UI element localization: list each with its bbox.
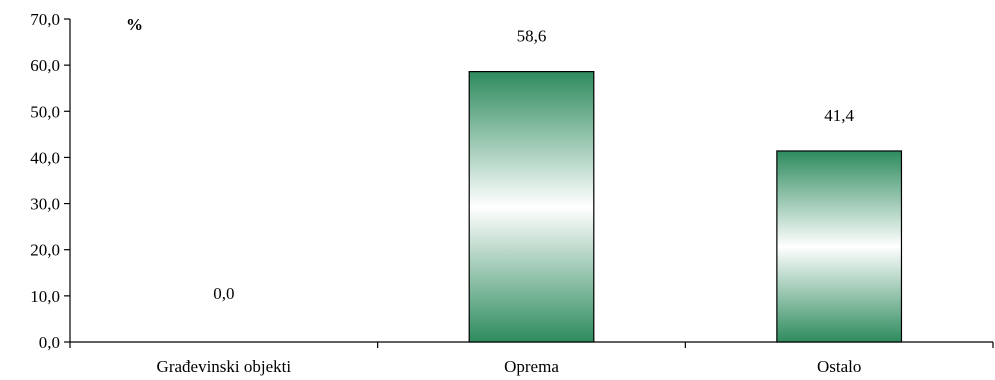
data-label: 41,4 bbox=[824, 106, 854, 125]
y-tick-label: 20,0 bbox=[30, 241, 60, 260]
unit-label: % bbox=[126, 15, 143, 34]
y-tick-label: 10,0 bbox=[30, 287, 60, 306]
y-tick-label: 0,0 bbox=[39, 333, 60, 352]
y-axis: 0,0 10,0 20,0 30,0 40,0 50,0 60,0 70,0 bbox=[30, 10, 71, 352]
data-labels: 0,0 58,6 41,4 bbox=[213, 27, 854, 303]
category-label: Oprema bbox=[504, 357, 559, 376]
y-tick-label: 70,0 bbox=[30, 10, 60, 29]
category-label: Ostalo bbox=[817, 357, 861, 376]
y-tick-label: 50,0 bbox=[30, 102, 60, 121]
category-label: Građevinski objekti bbox=[157, 357, 292, 376]
data-label: 0,0 bbox=[213, 284, 234, 303]
y-tick-label: 30,0 bbox=[30, 195, 60, 214]
bar bbox=[776, 150, 903, 343]
data-label: 58,6 bbox=[517, 27, 547, 46]
bar bbox=[468, 71, 595, 343]
x-axis: Građevinski objekti Oprema Ostalo bbox=[69, 341, 994, 376]
y-tick-label: 60,0 bbox=[30, 56, 60, 75]
y-tick-label: 40,0 bbox=[30, 148, 60, 167]
bars bbox=[468, 71, 903, 343]
